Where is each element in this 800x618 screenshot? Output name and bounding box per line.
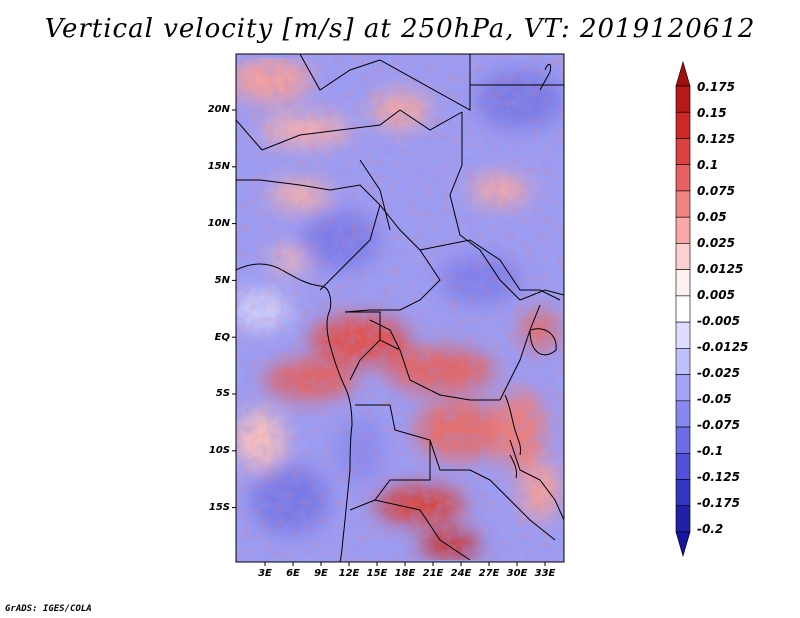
colorbar-segment xyxy=(675,111,691,139)
lon-tick-label: 15E xyxy=(366,568,388,579)
colorbar-label: 0.075 xyxy=(697,184,735,198)
colorbar-segment xyxy=(675,348,691,375)
lon-tick-label: 18E xyxy=(394,568,416,579)
lat-tick-label: EQ xyxy=(214,332,230,343)
colorbar-label: 0.05 xyxy=(697,210,727,224)
colorbar-label: -0.025 xyxy=(697,366,740,380)
colorbar xyxy=(675,60,691,558)
colorbar-segment xyxy=(675,426,691,454)
lon-tick-label: 30E xyxy=(506,568,528,579)
lon-tick-label: 3E xyxy=(258,568,272,579)
colorbar-label: -0.1 xyxy=(697,444,724,458)
chart-title: Vertical velocity [m/s] at 250hPa, VT: 2… xyxy=(44,14,756,44)
lon-tick-label: 33E xyxy=(534,568,556,579)
colorbar-label: 0.125 xyxy=(697,132,735,146)
lon-tick-label: 27E xyxy=(478,568,500,579)
colorbar-label: -0.075 xyxy=(697,418,740,432)
colorbar-label: -0.2 xyxy=(697,522,724,536)
lat-tick-label: 20N xyxy=(207,104,230,115)
colorbar-label: -0.005 xyxy=(697,314,740,328)
colorbar-label: 0.0125 xyxy=(697,262,744,276)
lon-tick-label: 12E xyxy=(338,568,360,579)
velocity-field xyxy=(236,54,564,562)
colorbar-label: 0.025 xyxy=(697,236,735,250)
colorbar-segment xyxy=(675,321,691,349)
lat-tick-label: 10N xyxy=(207,218,230,229)
map-frame xyxy=(235,53,565,563)
colorbar-segment xyxy=(675,400,691,428)
colorbar-segment xyxy=(675,190,691,218)
lat-tick-label: 5S xyxy=(215,388,230,399)
colorbar-segment xyxy=(675,531,691,558)
colorbar-segment xyxy=(675,452,691,480)
colorbar-label: -0.0125 xyxy=(697,340,749,354)
lon-tick-label: 6E xyxy=(286,568,300,579)
colorbar-segment xyxy=(675,295,691,323)
colorbar-label: -0.175 xyxy=(697,496,740,510)
lon-tick-label: 9E xyxy=(314,568,328,579)
colorbar-segment xyxy=(675,374,691,402)
lat-tick-label: 10S xyxy=(208,445,230,456)
colorbar-segment xyxy=(675,505,691,533)
colorbar-segment xyxy=(675,60,691,87)
lon-tick-label: 21E xyxy=(422,568,444,579)
axis-ticks xyxy=(232,109,546,566)
colorbar-segment xyxy=(675,243,691,270)
colorbar-label: -0.05 xyxy=(697,392,732,406)
colorbar-segment xyxy=(675,216,691,244)
colorbar-segment xyxy=(675,269,691,297)
colorbar-label: 0.005 xyxy=(697,288,735,302)
colorbar-label: -0.125 xyxy=(697,470,740,484)
colorbar-label: 0.175 xyxy=(697,80,735,94)
colorbar-segment xyxy=(675,85,691,113)
colorbar-label: 0.1 xyxy=(697,158,719,172)
lat-tick-label: 15N xyxy=(207,161,230,172)
colorbar-segment xyxy=(675,138,691,166)
lon-tick-label: 24E xyxy=(450,568,472,579)
grads-credit: GrADS: IGES/COLA xyxy=(5,604,92,614)
colorbar-segment xyxy=(675,164,691,192)
country-borders xyxy=(236,54,564,562)
lat-tick-label: 5N xyxy=(214,275,230,286)
colorbar-label: 0.15 xyxy=(697,106,727,120)
lat-tick-label: 15S xyxy=(208,502,230,513)
colorbar-segment xyxy=(675,479,691,507)
